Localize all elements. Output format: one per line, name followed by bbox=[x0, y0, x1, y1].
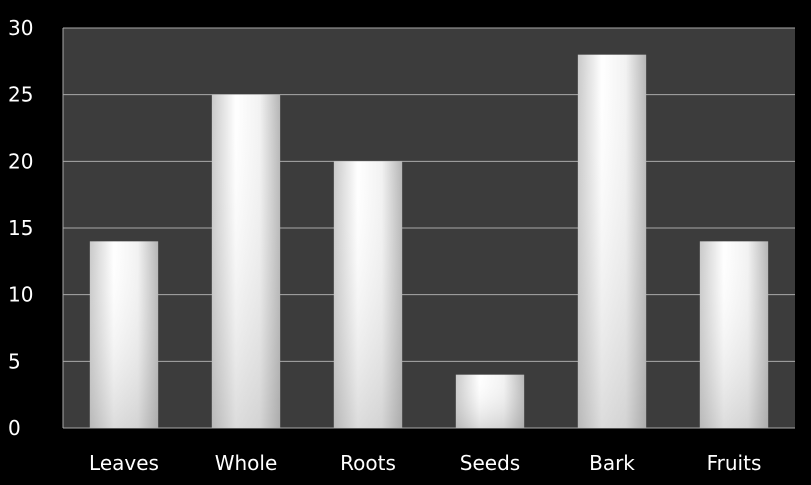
bar-shade bbox=[211, 94, 281, 429]
y-tick-label: 20 bbox=[8, 149, 33, 173]
x-category-label: Fruits bbox=[707, 451, 762, 475]
bar-shade bbox=[89, 241, 159, 428]
y-tick-label: 10 bbox=[8, 283, 33, 307]
y-axis-ticks: 0 5 10 15 20 25 30 bbox=[8, 16, 33, 440]
x-category-label: Bark bbox=[589, 451, 635, 475]
bar-shade bbox=[333, 161, 403, 429]
bars bbox=[89, 54, 769, 429]
x-category-label: Whole bbox=[215, 451, 278, 475]
y-tick-label: 0 bbox=[8, 416, 21, 440]
bar-shade bbox=[455, 374, 525, 428]
x-axis-labels: Leaves Whole Roots Seeds Bark Fruits bbox=[89, 451, 761, 475]
y-tick-label: 15 bbox=[8, 216, 33, 240]
x-category-label: Leaves bbox=[89, 451, 159, 475]
y-tick-label: 30 bbox=[8, 16, 33, 40]
bar-shade bbox=[699, 241, 769, 428]
x-category-label: Roots bbox=[340, 451, 396, 475]
y-tick-label: 25 bbox=[8, 83, 33, 107]
y-tick-label: 5 bbox=[8, 349, 21, 373]
x-category-label: Seeds bbox=[460, 451, 520, 475]
grid-lines bbox=[62, 27, 795, 429]
bar-shade bbox=[577, 54, 647, 429]
